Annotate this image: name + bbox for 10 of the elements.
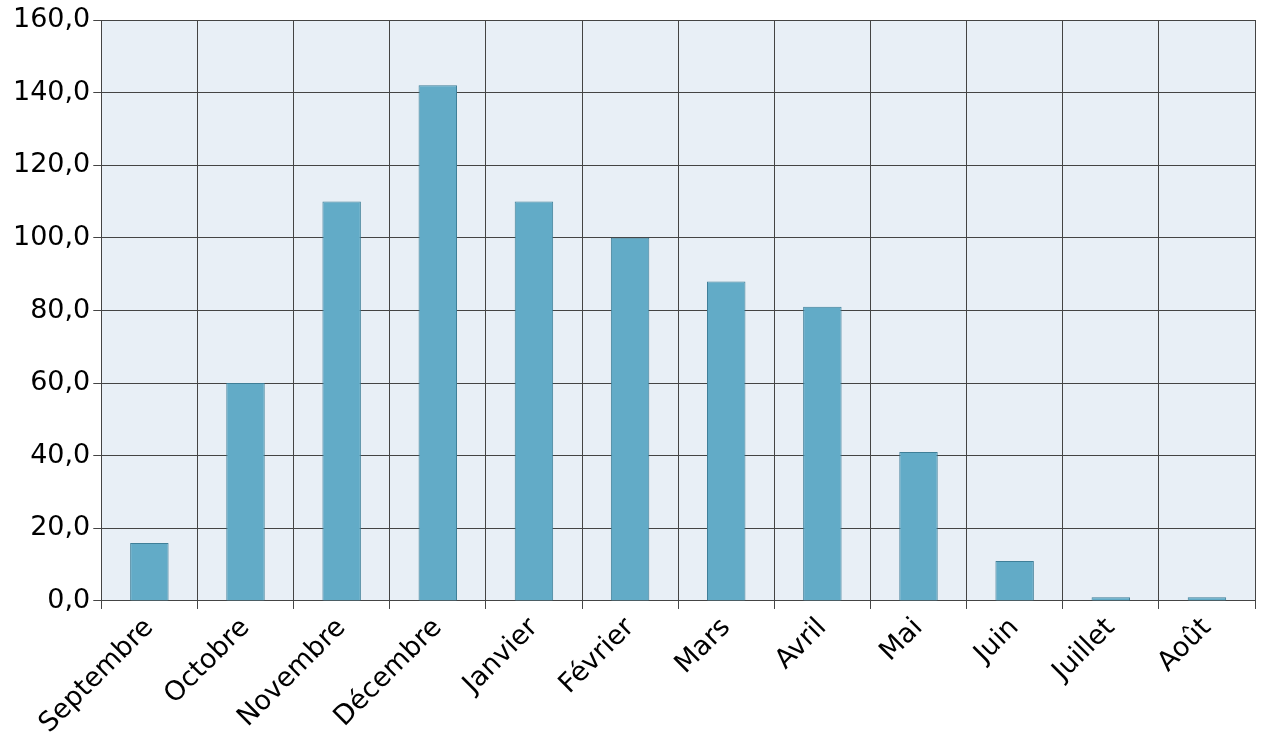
y-tick-label: 20,0: [30, 510, 91, 542]
y-tick-label: 0,0: [47, 583, 91, 614]
y-tick-label: 120,0: [13, 147, 91, 179]
y-tick-label: 140,0: [13, 74, 91, 106]
y-tick-label: 60,0: [30, 365, 91, 397]
y-tick-label: 40,0: [30, 437, 91, 469]
y-tick-label: 80,0: [30, 292, 91, 324]
y-tick-label: 100,0: [13, 219, 91, 251]
x-tick-label: Mai: [872, 610, 928, 667]
y-tick-label: 160,0: [13, 2, 91, 34]
